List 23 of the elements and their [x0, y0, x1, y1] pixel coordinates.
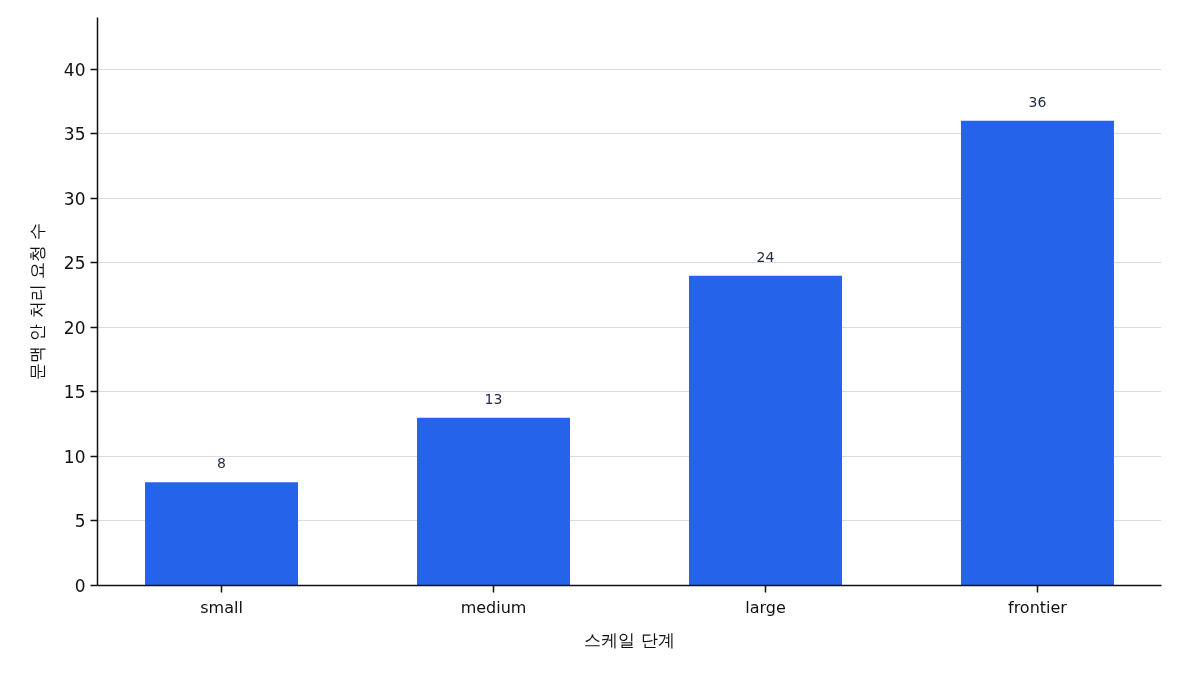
x-tick-label: large — [745, 597, 786, 617]
y-tick-label: 5 — [74, 511, 86, 532]
bar — [417, 417, 570, 586]
bar — [689, 275, 842, 586]
data-label: 8 — [217, 455, 226, 472]
data-label: 24 — [756, 248, 775, 265]
y-tick-label: 15 — [63, 382, 86, 403]
y-tick-label: 35 — [63, 124, 86, 145]
bar — [145, 482, 299, 586]
y-tick-label: 0 — [74, 576, 86, 596]
x-tick-label: frontier — [1008, 597, 1068, 617]
y-tick-label: 20 — [63, 317, 86, 338]
x-axis-title: 스케일 단계 — [584, 629, 675, 650]
y-tick-label: 40 — [63, 59, 86, 80]
y-tick-label: 10 — [63, 446, 86, 467]
y-tick-label: 30 — [63, 188, 86, 209]
x-tick-label: medium — [460, 597, 527, 617]
y-tick-label: 25 — [63, 253, 86, 274]
x-tick-label: small — [200, 597, 243, 617]
data-label: 36 — [1028, 93, 1047, 110]
y-axis-title: 문맥 안 처리 요청 수 — [26, 222, 47, 381]
bar — [960, 120, 1114, 586]
data-label: 13 — [484, 390, 503, 407]
